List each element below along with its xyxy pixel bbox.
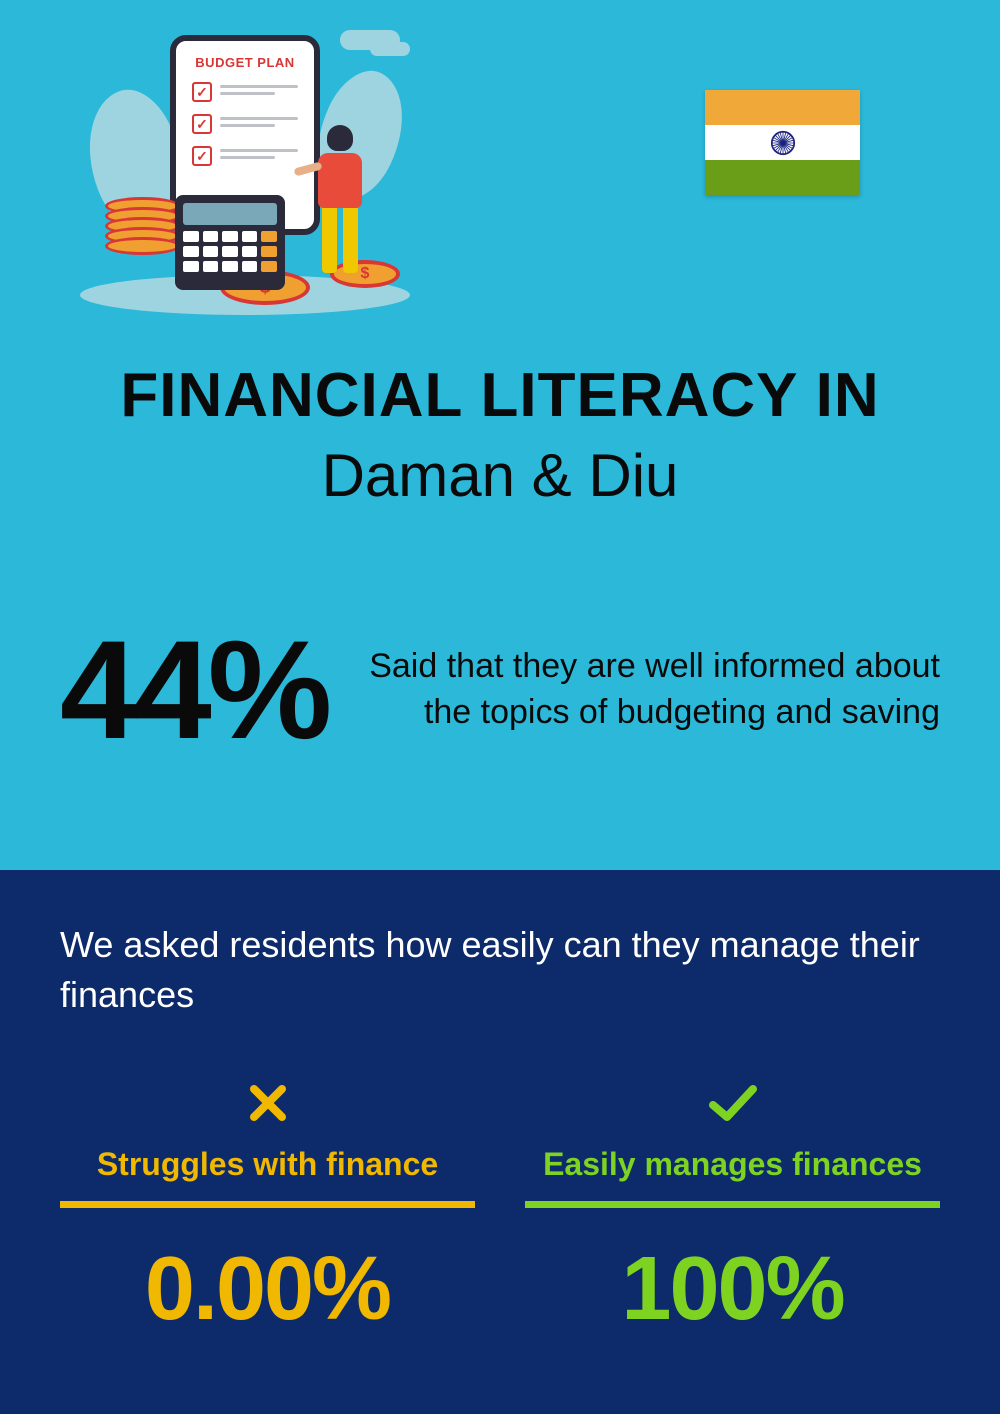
- clipboard-label: BUDGET PLAN: [176, 55, 314, 70]
- main-stat-value: 44%: [60, 620, 328, 760]
- struggles-label: Struggles with finance: [60, 1146, 475, 1183]
- main-stat-description: Said that they are well informed about t…: [358, 644, 940, 736]
- check-icon: [525, 1076, 940, 1131]
- person-icon: [310, 125, 370, 285]
- bottom-section: We asked residents how easily can they m…: [0, 870, 1000, 1414]
- manages-value: 100%: [525, 1238, 940, 1341]
- main-stat-row: 44% Said that they are well informed abo…: [60, 620, 940, 760]
- question-text: We asked residents how easily can they m…: [60, 920, 940, 1021]
- manages-label: Easily manages finances: [525, 1146, 940, 1183]
- top-section: BUDGET PLAN ✓ ✓ ✓ $ $: [0, 0, 1000, 870]
- flag-saffron: [705, 90, 860, 125]
- calculator-icon: [175, 195, 285, 290]
- manages-divider: [525, 1201, 940, 1208]
- budget-illustration: BUDGET PLAN ✓ ✓ ✓ $ $: [60, 30, 420, 310]
- title-block: FINANCIAL LITERACY IN Daman & Diu: [60, 360, 940, 510]
- india-flag-icon: [705, 90, 860, 195]
- ashoka-chakra-icon: [769, 129, 797, 157]
- title-sub: Daman & Diu: [60, 441, 940, 510]
- flag-green: [705, 160, 860, 195]
- flag-white: [705, 125, 860, 160]
- cross-icon: [60, 1076, 475, 1131]
- struggles-column: Struggles with finance 0.00%: [60, 1076, 475, 1341]
- manages-column: Easily manages finances 100%: [525, 1076, 940, 1341]
- header-row: BUDGET PLAN ✓ ✓ ✓ $ $: [60, 30, 940, 320]
- coins-icon: [105, 205, 180, 255]
- struggles-value: 0.00%: [60, 1238, 475, 1341]
- struggles-divider: [60, 1201, 475, 1208]
- title-main: FINANCIAL LITERACY IN: [60, 360, 940, 431]
- results-row: Struggles with finance 0.00% Easily mana…: [60, 1076, 940, 1341]
